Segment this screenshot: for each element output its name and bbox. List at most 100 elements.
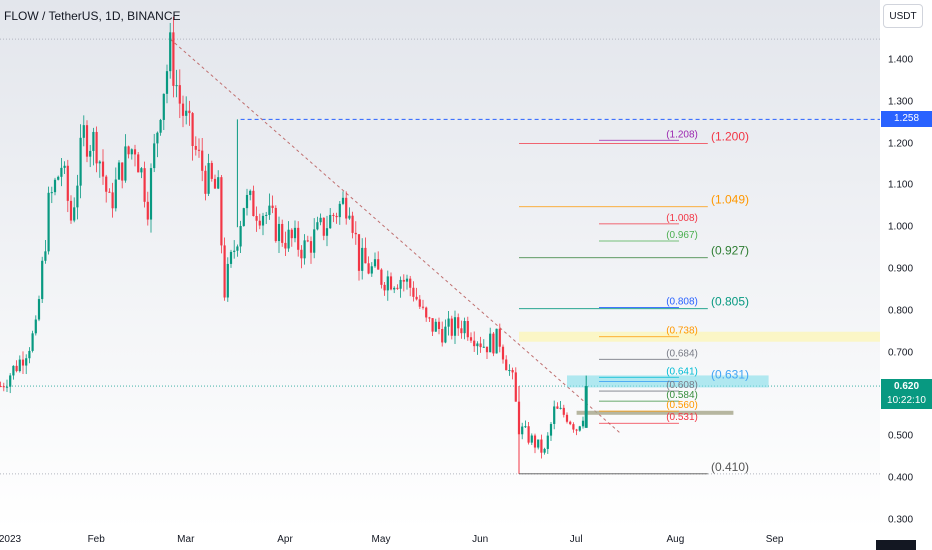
candle-body [540, 439, 543, 453]
candle-body [188, 110, 191, 114]
candle-body [405, 278, 409, 282]
candle-body [437, 321, 441, 329]
candle-body [76, 185, 79, 208]
candle-body [213, 178, 217, 189]
candle-body [165, 71, 169, 94]
time-tick-label: Apr [277, 534, 293, 545]
candle-body [127, 146, 130, 155]
candle-body [479, 343, 482, 348]
candle-body [444, 326, 447, 343]
candle-body [434, 321, 437, 332]
candle-body [172, 32, 175, 86]
candle-body [447, 318, 450, 327]
candle-body [111, 192, 114, 209]
candle-body [2, 386, 5, 388]
candle-body [178, 85, 181, 104]
candle-body [31, 333, 34, 351]
candle-body [297, 227, 300, 250]
candle-body [220, 177, 223, 246]
candle-body [242, 208, 245, 226]
candle-body [105, 176, 108, 192]
candle-body [329, 214, 332, 229]
candle-body [233, 250, 236, 252]
candle-body [325, 228, 329, 236]
zone-0556 [576, 410, 734, 415]
fib-level-label: (0.738) [666, 326, 698, 337]
candle-body [562, 407, 565, 415]
candle-body [271, 205, 274, 208]
candle-body [354, 232, 357, 235]
candle-body [463, 321, 466, 334]
candle-body [412, 287, 415, 297]
candle-body [565, 414, 569, 422]
candle-body [370, 266, 373, 274]
candle-body [431, 318, 434, 332]
candle-body [34, 319, 37, 334]
candle-body [9, 375, 12, 387]
price-tick-label: 0.400 [888, 472, 914, 484]
candle-body [89, 150, 92, 157]
fib-level-label: (0.560) [666, 400, 698, 411]
candle-body [130, 149, 133, 155]
candle-body [441, 328, 444, 343]
candle-body [41, 260, 44, 300]
candle-body [156, 132, 159, 144]
candle-body [79, 137, 82, 186]
candle-body [194, 145, 197, 150]
fib-level-label: (1.200) [711, 130, 749, 144]
candle-body [530, 435, 533, 443]
time-axis[interactable]: 2023 Feb Mar Apr May Jun Jul Aug Sep [0, 530, 932, 550]
candle-body [482, 346, 485, 348]
candle-body [316, 222, 319, 230]
candle-body [569, 421, 572, 425]
candle-body [553, 406, 556, 424]
candle-body [44, 251, 47, 261]
candle-body [12, 365, 15, 376]
chart-pane[interactable]: (1.208) (1.200) (1.049) (1.008) (0.967) (0.92… [0, 0, 880, 530]
candle-body [249, 190, 252, 195]
candle-body [98, 161, 101, 164]
candle-body [309, 241, 313, 253]
price-tick-label: 1.000 [888, 221, 914, 233]
candle-body [21, 359, 25, 366]
candle-body [498, 328, 501, 347]
fib-level-label: (0.631) [711, 367, 749, 381]
candle-body [60, 167, 63, 177]
candle-body [108, 191, 111, 193]
candle-body [258, 220, 261, 226]
candle-body [357, 234, 361, 271]
candle-body [380, 269, 383, 285]
candle-body [453, 317, 457, 336]
currency-button[interactable]: USDT [883, 4, 923, 28]
candle-body [223, 245, 226, 298]
candle-body [457, 317, 460, 329]
price-tick-label: 0.900 [888, 263, 914, 275]
candle-body [57, 176, 60, 180]
candle-body [393, 287, 396, 290]
price-axis[interactable]: 1.400 1.300 1.200 1.100 1.000 0.900 0.800 0.700… [880, 0, 932, 530]
candle-body [159, 119, 162, 133]
candle-body [28, 350, 31, 359]
time-tick-label: 2023 [0, 534, 22, 545]
candle-body [73, 207, 76, 221]
candle-body [409, 278, 412, 288]
candle-body [546, 435, 549, 449]
candle-body [284, 242, 287, 249]
price-chart[interactable]: (1.208) (1.200) (1.049) (1.008) (0.967) (0.92… [0, 0, 880, 530]
candle-body [121, 162, 124, 181]
candle-body [300, 249, 303, 259]
time-tick-label: Jun [472, 534, 489, 545]
candle-body [293, 227, 297, 239]
candle-body [533, 435, 537, 448]
candle-body [236, 246, 239, 251]
candle-body [549, 423, 553, 436]
candle-body [137, 154, 140, 173]
price-tick-label: 0.500 [888, 430, 914, 442]
candle-body [175, 85, 178, 87]
candle-body [377, 259, 380, 270]
candle-body [460, 328, 463, 334]
candle-body [239, 225, 242, 247]
candle-body [396, 287, 399, 289]
fib-level-label: (1.049) [711, 193, 749, 207]
candle-body [505, 359, 508, 371]
